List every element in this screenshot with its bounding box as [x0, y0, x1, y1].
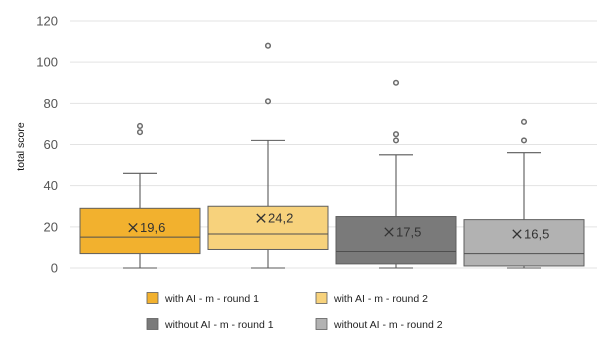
y-tick-label: 120	[36, 14, 58, 29]
box-group: 16,5	[463, 118, 585, 269]
outlier-point	[392, 79, 400, 86]
mean-marker	[384, 227, 394, 237]
legend-item: with AI - m - round 2	[315, 292, 428, 305]
outlier-point	[520, 137, 528, 144]
legend-item: without AI - m - round 2	[315, 318, 443, 331]
legend-swatch	[315, 318, 328, 330]
mean-label: 17,5	[396, 224, 421, 239]
mean-label: 19,6	[140, 220, 165, 235]
box-group: 24,2	[207, 42, 329, 269]
y-tick-label: 20	[44, 219, 58, 234]
outlier-point	[136, 122, 144, 130]
y-axis-ticks: 0 20 40 60 80 100 120	[36, 14, 58, 276]
mean-marker	[256, 213, 266, 223]
mean-marker	[128, 222, 138, 233]
y-tick-label: 80	[44, 96, 58, 111]
box-group: 19,6	[79, 122, 201, 269]
y-tick-label: 0	[51, 261, 58, 276]
legend-label: with AI - m - round 1	[164, 293, 259, 305]
legend-label: with AI - m - round 2	[333, 293, 428, 305]
box	[207, 205, 329, 250]
box	[335, 216, 457, 265]
legend-item: without AI - m - round 1	[146, 318, 274, 331]
outlier-point	[392, 131, 400, 138]
y-axis-label: total score	[15, 122, 27, 171]
legend-swatch	[146, 318, 159, 330]
mean-label: 16,5	[524, 227, 549, 242]
boxes: 19,6 24,2 17,5 16,5	[79, 42, 585, 269]
y-tick-label: 100	[36, 55, 58, 70]
y-tick-label: 60	[44, 137, 58, 152]
legend-label: without AI - m - round 2	[333, 319, 443, 331]
y-tick-label: 40	[44, 178, 58, 193]
box	[79, 207, 201, 255]
legend-label: without AI - m - round 1	[164, 319, 274, 331]
box	[463, 219, 585, 267]
legend-item: with AI - m - round 1	[146, 292, 259, 305]
outlier-point	[264, 98, 272, 105]
outlier-point	[392, 137, 400, 144]
legend-swatch	[315, 292, 328, 304]
outlier-point	[264, 42, 272, 49]
box-group: 17,5	[335, 79, 457, 269]
mean-marker	[512, 229, 522, 239]
outlier-point	[136, 129, 144, 136]
mean-label: 24,2	[268, 211, 293, 226]
legend-swatch	[146, 292, 159, 304]
legend: with AI - m - round 1 with AI - m - round…	[146, 292, 443, 331]
outlier-point	[520, 118, 528, 125]
